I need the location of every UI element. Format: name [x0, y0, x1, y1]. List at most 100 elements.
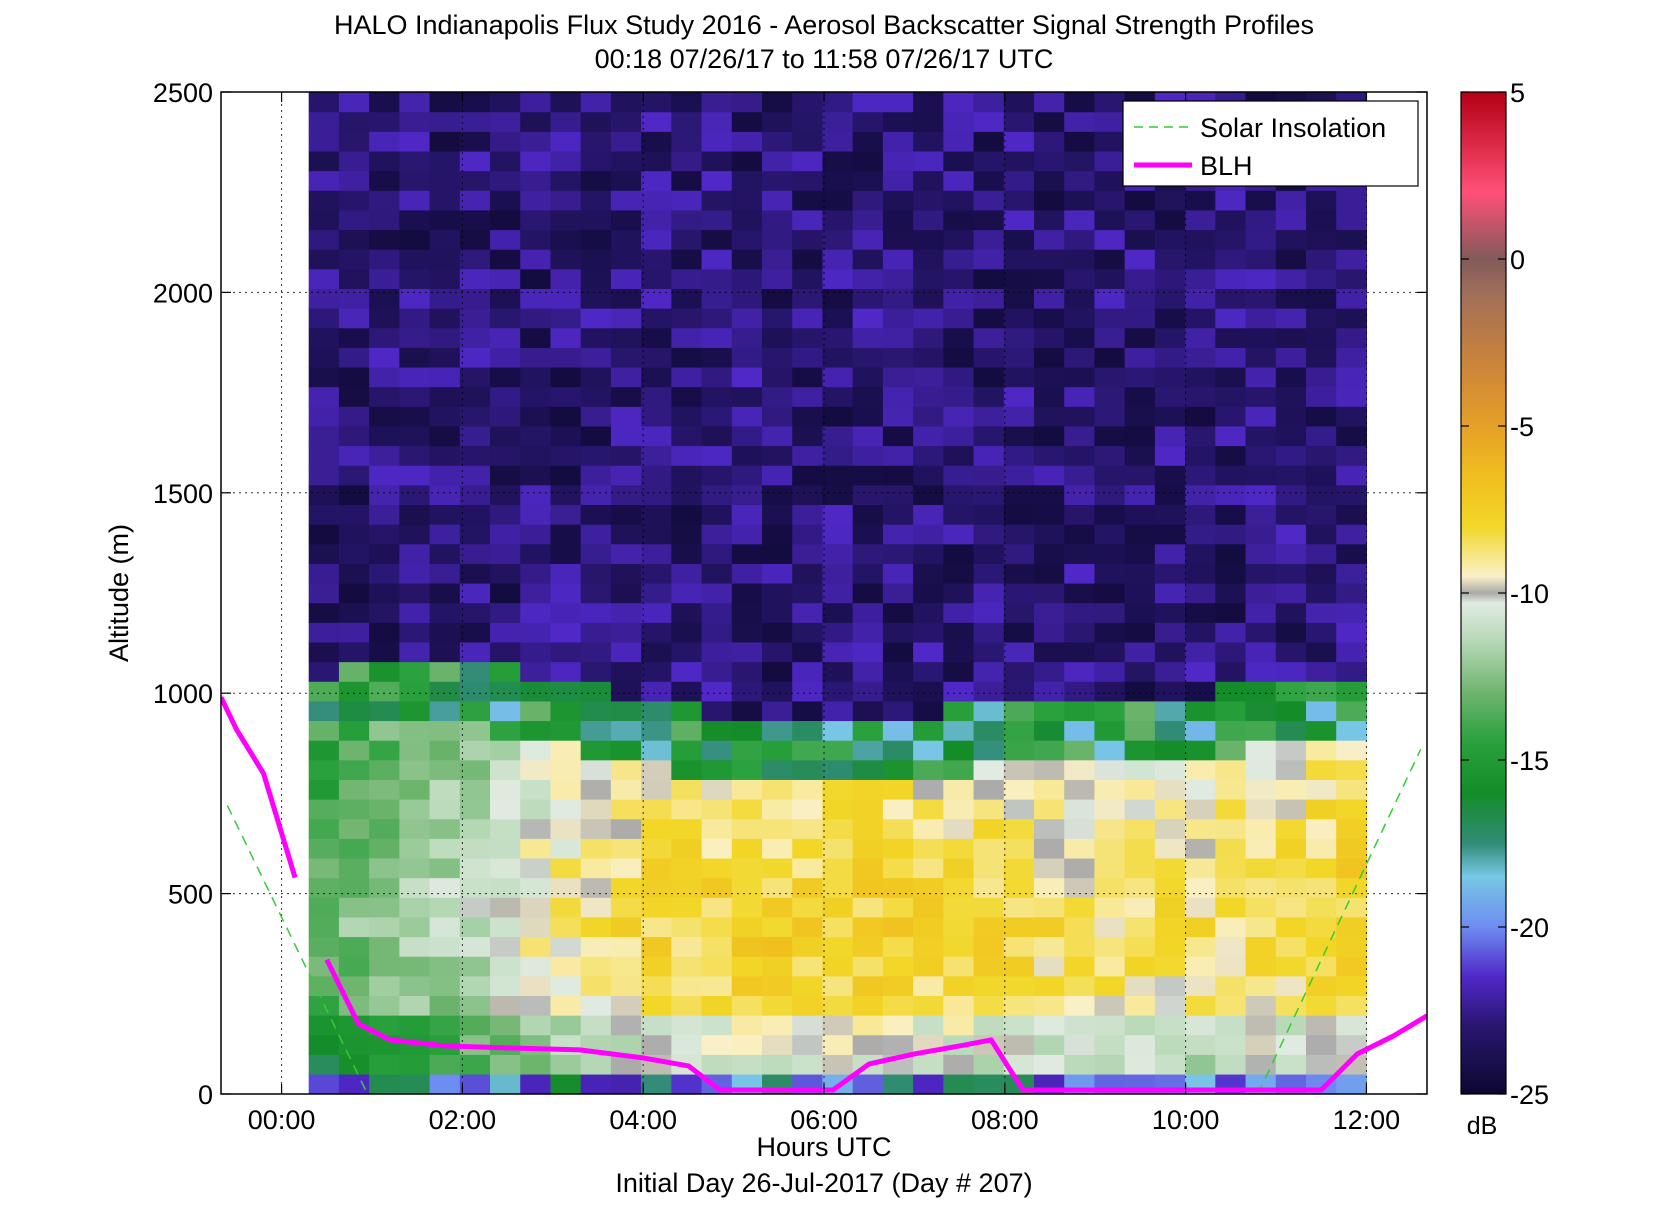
heatmap-cell	[490, 582, 521, 604]
heatmap-cell	[822, 386, 854, 407]
heatmap-cell	[580, 838, 612, 859]
heatmap-cell	[671, 288, 703, 309]
heatmap-cell	[520, 170, 552, 191]
heatmap-cell	[973, 779, 1005, 800]
heatmap-cell	[641, 799, 672, 820]
heatmap-cell	[762, 543, 793, 564]
heatmap-cell	[973, 720, 1005, 741]
heatmap-cell	[1003, 288, 1035, 309]
heatmap-cell	[792, 170, 824, 191]
heatmap-cell	[459, 779, 491, 800]
heatmap-cell	[399, 700, 431, 722]
heatmap-cell	[550, 229, 582, 250]
heatmap-cell	[1154, 622, 1186, 643]
heatmap-cell	[731, 779, 763, 800]
heatmap-cell	[308, 445, 340, 466]
heatmap-cell	[429, 661, 461, 682]
heatmap-cell	[1003, 975, 1035, 996]
heatmap-cell	[520, 602, 552, 623]
heatmap-cell	[1245, 641, 1277, 663]
heatmap-cell	[1154, 563, 1186, 584]
heatmap-cell	[731, 406, 763, 427]
heatmap-cell	[913, 740, 944, 761]
heatmap-cell	[1094, 229, 1126, 250]
heatmap-cell	[1064, 229, 1096, 250]
heatmap-cell	[792, 484, 824, 506]
heatmap-cell	[822, 366, 854, 388]
heatmap-cell	[701, 229, 733, 250]
heatmap-cell	[1215, 661, 1247, 682]
heatmap-cell	[1154, 386, 1186, 407]
heatmap-cell	[580, 641, 612, 663]
heatmap-cell	[1275, 818, 1307, 839]
heatmap-cell	[1185, 897, 1216, 918]
heatmap-cell	[973, 524, 1005, 545]
heatmap-cell	[580, 229, 612, 250]
heatmap-cell	[762, 956, 793, 977]
heatmap-cell	[792, 425, 824, 447]
heatmap-cell	[671, 740, 703, 761]
heatmap-cell	[550, 249, 582, 270]
heatmap-cell	[490, 700, 521, 722]
heatmap-cell	[580, 249, 612, 270]
heatmap-cell	[1064, 799, 1096, 820]
heatmap-cell	[1245, 759, 1277, 780]
heatmap-cell	[822, 268, 854, 289]
heatmap-cell	[973, 995, 1005, 1016]
heatmap-cell	[671, 249, 703, 270]
heatmap-cell	[913, 347, 944, 368]
heatmap-cell	[429, 602, 461, 623]
heatmap-cell	[429, 465, 461, 486]
heatmap-cell	[308, 524, 340, 545]
heatmap-cell	[1275, 209, 1307, 231]
heatmap-cell	[822, 641, 854, 663]
heatmap-cell	[459, 818, 491, 839]
heatmap-cell	[731, 386, 763, 407]
heatmap-cell	[943, 661, 975, 682]
heatmap-cell	[671, 681, 703, 702]
heatmap-cell	[762, 366, 793, 388]
heatmap-cell	[1034, 190, 1065, 211]
heatmap-cell	[550, 209, 582, 231]
heatmap-cell	[852, 268, 884, 289]
heatmap-cell	[1305, 504, 1337, 525]
heatmap-cell	[701, 268, 733, 289]
heatmap-cell	[943, 406, 975, 427]
heatmap-cell	[1003, 897, 1035, 918]
heatmap-cell	[308, 916, 340, 938]
heatmap-cell	[973, 877, 1005, 898]
heatmap-cell	[1275, 327, 1307, 348]
heatmap-cell	[369, 582, 400, 604]
heatmap-cell	[369, 622, 400, 643]
heatmap-cell	[1185, 759, 1216, 780]
heatmap-cell	[429, 170, 461, 191]
heatmap-cell	[1064, 582, 1096, 604]
heatmap-cell	[1185, 327, 1216, 348]
heatmap-cell	[1124, 386, 1156, 407]
heatmap-cell	[610, 838, 642, 859]
heatmap-cell	[490, 975, 521, 996]
heatmap-cell	[610, 1054, 642, 1075]
heatmap-cell	[671, 818, 703, 839]
heatmap-cell	[338, 897, 370, 918]
heatmap-cell	[671, 504, 703, 525]
heatmap-cell	[1215, 249, 1247, 270]
heatmap-cell	[822, 288, 854, 309]
heatmap-cell	[943, 111, 975, 132]
heatmap-cell	[852, 406, 884, 427]
heatmap-cell	[399, 936, 431, 957]
heatmap-cell	[490, 759, 521, 780]
heatmap-cell	[308, 641, 340, 663]
heatmap-cell	[1336, 327, 1368, 348]
heatmap-cell	[1034, 111, 1065, 132]
heatmap-cell	[731, 975, 763, 996]
heatmap-cell	[550, 877, 582, 898]
heatmap-cell	[338, 111, 370, 132]
heatmap-cell	[1336, 838, 1368, 859]
heatmap-cell	[1185, 1015, 1216, 1036]
heatmap-cell	[1245, 602, 1277, 623]
heatmap-cell	[490, 877, 521, 898]
heatmap-cell	[1124, 582, 1156, 604]
heatmap-cell	[852, 504, 884, 525]
heatmap-cell	[610, 818, 642, 839]
